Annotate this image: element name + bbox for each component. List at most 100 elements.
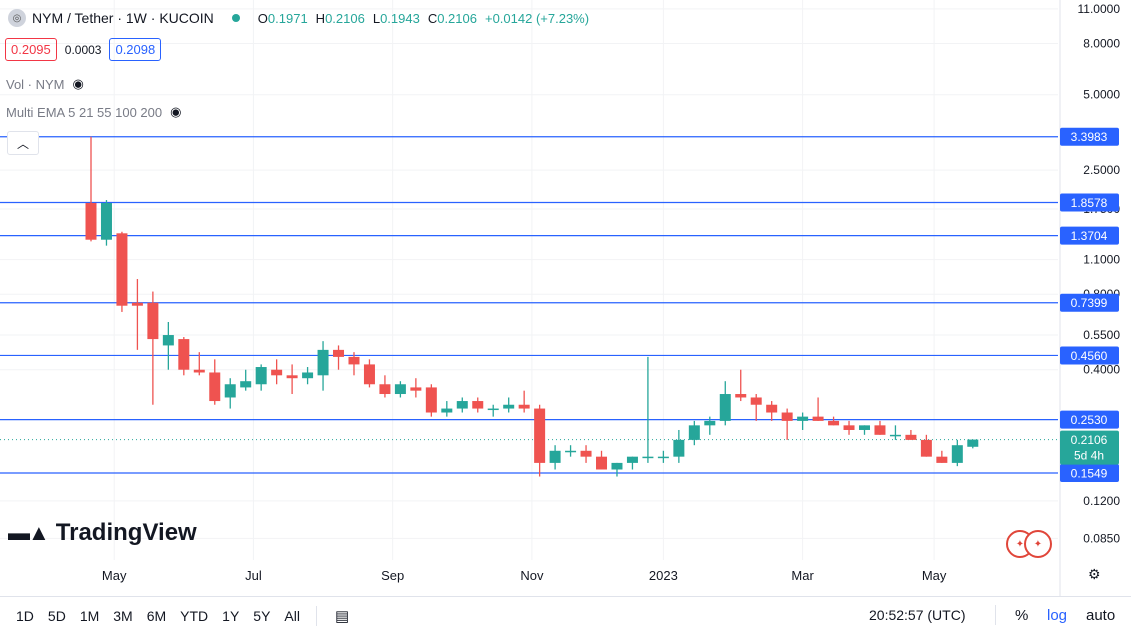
candle-body [549,450,561,463]
timeframe-all[interactable]: All [284,607,300,624]
timeframe-ytd[interactable]: YTD [180,607,209,624]
symbol-header: ◎ NYM / Tether · 1W · KUCOIN O0.1971 H0.… [8,8,597,28]
candle-body [626,456,638,463]
us-flag-icon: ✦ [1024,530,1052,558]
bottom-toolbar: 1D 5D 1M 3M 6M YTD 1Y 5Y All ▤ 20:52:57 (UTC) % … [0,596,1131,634]
market-status-icon[interactable] [231,14,240,22]
candle [441,401,453,417]
symbol-title[interactable]: NYM / Tether · 1W · KUCOIN [32,10,214,26]
tradingview-logo[interactable]: ▬▲ TradingView [8,519,197,547]
candle [719,381,731,426]
ema-indicator-label: Multi EMA 5 21 55 100 200 [6,104,163,120]
candle-body [719,394,731,421]
candle-body [518,404,530,409]
level-label-box [1060,410,1119,429]
candle [162,321,174,370]
candle [333,345,345,370]
candle-body [704,420,716,426]
time-axis[interactable]: May Jul Sep Nov 2023 Mar May [102,568,947,583]
timeframe-6m[interactable]: 6M [146,607,167,624]
y-tick-label: 0.1200 [1083,494,1120,508]
candle-body [240,381,252,388]
timeframe-1d[interactable]: 1D [16,607,34,624]
volume-indicator[interactable]: Vol · NYM ◉ [6,76,84,92]
level-label: 1.8578 [1071,196,1108,210]
settings-gear-icon[interactable]: ⚙ [1088,566,1101,582]
candle-body [348,356,360,365]
x-tick-label: 2023 [649,568,678,583]
candle-body [379,384,391,395]
price-axis[interactable]: 11.00008.00005.00002.50001.75001.10000.8… [1059,0,1120,596]
candle [889,425,901,440]
candle [147,291,159,405]
candle [828,416,840,426]
candle-body [363,364,375,385]
candle-body [828,420,840,426]
candle [766,401,778,421]
sell-price-button[interactable]: 0.2095 [5,38,57,61]
timeframe-1y[interactable]: 1Y [222,607,240,624]
timeframe-5y[interactable]: 5Y [253,607,271,624]
timeframe-1m[interactable]: 1M [79,607,100,624]
candle-body [271,369,283,376]
candle [596,450,608,470]
candle [456,397,468,413]
candle [394,381,406,398]
events-badge[interactable]: ✦ ✦ [1006,530,1052,558]
collapse-legend-button[interactable]: ︿ [7,131,39,155]
price-chart[interactable]: 11.00008.00005.00002.50001.75001.10000.8… [0,0,1131,596]
candle-body [441,408,453,413]
ema-indicator[interactable]: Multi EMA 5 21 55 100 200 ◉ [6,104,181,120]
candle [472,397,484,413]
ohlc-high: H0.2106 [315,10,365,26]
x-tick-label: May [102,568,127,583]
nym-logo-icon: ◎ [8,9,26,27]
candle [224,378,236,409]
buy-price-button[interactable]: 0.2098 [109,38,162,61]
log-scale-toggle[interactable]: log [1047,607,1068,624]
candle-body [286,375,298,379]
candle-body [951,445,963,463]
y-tick-label: 8.0000 [1083,37,1120,51]
utc-clock[interactable]: 20:52:57 (UTC) [869,607,966,623]
candle [286,364,298,395]
countdown-label: 5d 4h [1074,449,1104,463]
y-tick-label: 0.5500 [1083,328,1120,342]
candle [565,445,577,457]
candle-body [596,456,608,470]
candle [951,439,963,467]
y-tick-label: 0.4000 [1083,363,1120,377]
candle-body [611,462,623,470]
timeframe-3m[interactable]: 3M [113,607,133,624]
candle [100,200,112,246]
candle-body [425,387,437,413]
y-tick-label: 5.0000 [1083,88,1120,102]
level-label: 0.1549 [1071,467,1108,481]
candle [874,420,886,435]
candles [85,136,979,477]
candle [688,420,700,446]
candle [673,429,685,463]
candle-body [534,408,546,463]
auto-scale-toggle[interactable]: auto [1086,607,1116,624]
level-label-box [1060,193,1119,212]
candle-body [874,425,886,435]
candle [920,434,932,457]
candle-body [565,450,577,453]
candle-body [333,349,345,357]
candle-body [472,401,484,409]
candle-body [487,408,499,411]
candle [534,404,546,477]
timeframe-5d[interactable]: 5D [47,607,66,624]
candle-body [209,372,221,402]
candle-body [673,439,685,457]
eye-hidden-icon[interactable]: ◉ [170,104,182,119]
candle-body [905,434,917,440]
candle [116,231,128,312]
candle [859,425,870,435]
eye-hidden-icon[interactable]: ◉ [72,76,84,91]
quote-row: 0.2095 0.0003 0.2098 [5,38,162,61]
date-range-icon[interactable]: ▤ [334,607,350,625]
candle [549,445,561,470]
percent-scale-toggle[interactable]: % [1015,607,1029,624]
